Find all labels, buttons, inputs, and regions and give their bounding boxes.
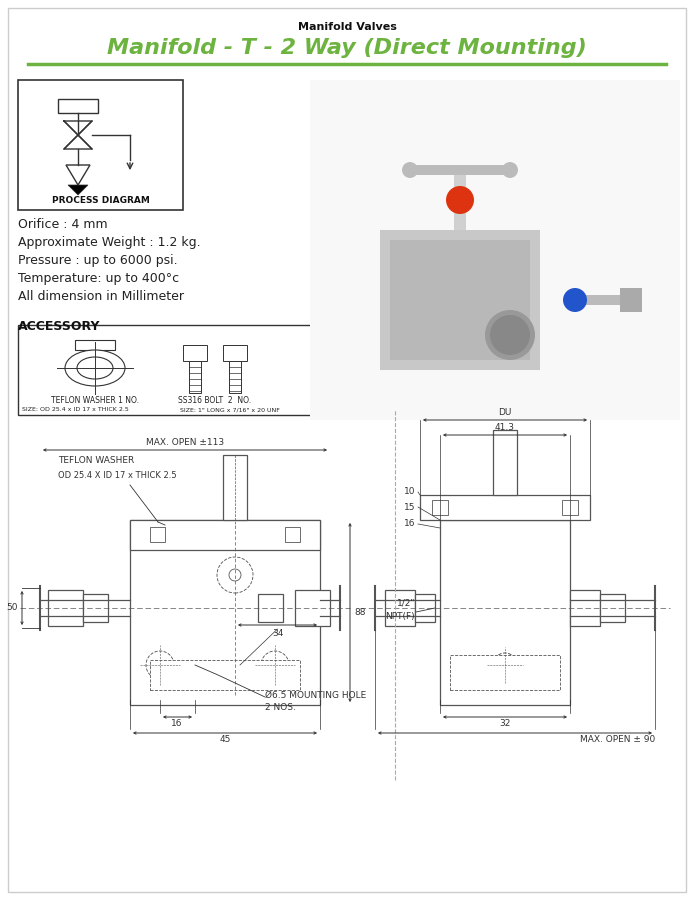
Polygon shape bbox=[68, 185, 88, 195]
Bar bbox=[189, 361, 201, 393]
Bar bbox=[75, 340, 115, 350]
Text: OD 25.4 X ID 17 x THICK 2.5: OD 25.4 X ID 17 x THICK 2.5 bbox=[58, 471, 177, 480]
Text: MAX. OPEN ± 90: MAX. OPEN ± 90 bbox=[579, 735, 655, 744]
Text: MAX. OPEN ±113: MAX. OPEN ±113 bbox=[146, 438, 224, 447]
Text: 34: 34 bbox=[272, 629, 283, 638]
Text: 41.3: 41.3 bbox=[495, 423, 515, 432]
Polygon shape bbox=[66, 165, 90, 185]
Bar bbox=[285, 527, 300, 542]
Text: DU: DU bbox=[498, 408, 511, 417]
Bar bbox=[390, 240, 530, 360]
Text: 32: 32 bbox=[499, 719, 511, 728]
Bar bbox=[570, 295, 630, 305]
Circle shape bbox=[490, 315, 530, 355]
Text: Manifold Valves: Manifold Valves bbox=[298, 22, 396, 32]
Bar bbox=[310, 80, 680, 420]
Bar bbox=[493, 430, 517, 495]
Circle shape bbox=[563, 288, 587, 312]
Text: 2 NOS.: 2 NOS. bbox=[265, 703, 296, 712]
Bar bbox=[440, 520, 570, 705]
Bar bbox=[295, 590, 330, 626]
Bar bbox=[18, 325, 328, 415]
Circle shape bbox=[261, 651, 289, 679]
Bar bbox=[130, 520, 320, 550]
Text: 16: 16 bbox=[171, 719, 183, 728]
Bar bbox=[420, 495, 590, 520]
Bar bbox=[83, 594, 108, 622]
Text: ACCESSORY: ACCESSORY bbox=[18, 320, 101, 333]
Circle shape bbox=[502, 162, 518, 178]
Bar bbox=[183, 345, 207, 361]
Bar bbox=[258, 594, 283, 622]
Text: TEFLON WASHER 1 NO.: TEFLON WASHER 1 NO. bbox=[51, 396, 139, 405]
Circle shape bbox=[485, 310, 535, 360]
Circle shape bbox=[146, 651, 174, 679]
Text: 50: 50 bbox=[6, 604, 18, 613]
Circle shape bbox=[217, 557, 253, 593]
Ellipse shape bbox=[77, 357, 113, 379]
Text: 15: 15 bbox=[403, 502, 415, 511]
Bar bbox=[223, 345, 247, 361]
Bar bbox=[450, 655, 560, 690]
Text: PROCESS DIAGRAM: PROCESS DIAGRAM bbox=[51, 196, 149, 205]
Bar bbox=[570, 590, 600, 626]
Bar bbox=[130, 520, 320, 705]
Bar bbox=[562, 500, 578, 515]
Bar bbox=[600, 594, 625, 622]
Bar bbox=[620, 288, 642, 312]
Text: All dimension in Millimeter: All dimension in Millimeter bbox=[18, 290, 184, 303]
Text: 10: 10 bbox=[403, 488, 415, 497]
Text: Orifice : 4 mm: Orifice : 4 mm bbox=[18, 218, 108, 231]
Text: 88: 88 bbox=[354, 608, 366, 617]
Bar bbox=[410, 165, 510, 175]
Bar bbox=[58, 99, 98, 113]
Text: Approximate Weight : 1.2 kg.: Approximate Weight : 1.2 kg. bbox=[18, 236, 201, 249]
Bar bbox=[385, 590, 415, 626]
Bar bbox=[454, 170, 466, 230]
Text: Manifold - T - 2 Way (Direct Mounting): Manifold - T - 2 Way (Direct Mounting) bbox=[107, 38, 587, 58]
Text: SIZE: 1" LONG x 7/16" x 20 UNF: SIZE: 1" LONG x 7/16" x 20 UNF bbox=[180, 407, 280, 412]
Bar bbox=[432, 500, 448, 515]
Bar bbox=[150, 527, 165, 542]
Text: 16: 16 bbox=[403, 519, 415, 528]
Bar bbox=[380, 230, 540, 370]
Bar bbox=[229, 361, 241, 393]
Bar bbox=[223, 455, 247, 520]
Text: 1/2": 1/2" bbox=[396, 598, 415, 608]
Text: Pressure : up to 6000 psi.: Pressure : up to 6000 psi. bbox=[18, 254, 178, 267]
Ellipse shape bbox=[65, 350, 125, 386]
Bar bbox=[18, 80, 183, 210]
Text: SS316 BOLT  2  NO.: SS316 BOLT 2 NO. bbox=[178, 396, 251, 405]
Circle shape bbox=[446, 186, 474, 214]
Circle shape bbox=[493, 653, 517, 677]
Text: Ø6.5 MOUNTING HOLE: Ø6.5 MOUNTING HOLE bbox=[265, 690, 366, 699]
Text: SIZE: OD 25.4 x ID 17 x THICK 2.5: SIZE: OD 25.4 x ID 17 x THICK 2.5 bbox=[22, 407, 129, 412]
Text: Temperature: up to 400°c: Temperature: up to 400°c bbox=[18, 272, 179, 285]
Bar bbox=[48, 590, 83, 626]
Text: NPT(F): NPT(F) bbox=[385, 611, 415, 620]
Bar bbox=[150, 660, 300, 690]
Circle shape bbox=[402, 162, 418, 178]
Text: TEFLON WASHER: TEFLON WASHER bbox=[58, 456, 134, 465]
Text: 45: 45 bbox=[219, 735, 230, 744]
Bar bbox=[415, 594, 435, 622]
Circle shape bbox=[229, 569, 241, 581]
